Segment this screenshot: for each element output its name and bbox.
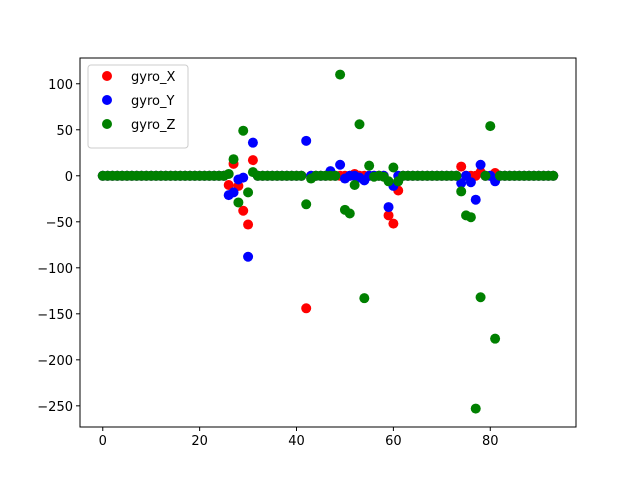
point-gyro_Y	[238, 172, 249, 183]
point-gyro_Z	[344, 208, 355, 219]
point-gyro_Z	[465, 212, 476, 223]
point-gyro_X	[247, 155, 258, 166]
point-gyro_Z	[485, 121, 496, 132]
point-gyro_Z	[228, 154, 239, 165]
y-tick-label: 100	[48, 78, 73, 93]
x-tick-label: 40	[288, 434, 305, 449]
legend-label: gyro_X	[131, 70, 175, 85]
point-gyro_Z	[548, 170, 559, 181]
point-gyro_Z	[475, 292, 486, 303]
x-axis: 0 20 40 60 80	[99, 427, 499, 449]
point-gyro_Z	[223, 168, 234, 179]
legend-marker-gyro_Z	[102, 119, 112, 129]
point-gyro_Z	[243, 187, 254, 198]
y-tick-label: −100	[37, 262, 73, 277]
x-tick-label: 80	[482, 434, 499, 449]
point-gyro_Z	[490, 333, 501, 344]
point-gyro_Z	[354, 119, 365, 130]
point-gyro_Z	[301, 199, 312, 210]
point-gyro_Z	[383, 176, 394, 187]
x-tick-label: 60	[385, 434, 402, 449]
legend: gyro_X gyro_Y gyro_Z	[87, 64, 189, 149]
point-gyro_Z	[451, 170, 462, 181]
y-tick-label: 50	[56, 124, 73, 139]
point-gyro_X	[301, 303, 312, 314]
point-gyro_Z	[364, 160, 375, 171]
legend-marker-gyro_Y	[102, 95, 112, 105]
point-gyro_Z	[470, 403, 481, 414]
point-gyro_Z	[330, 170, 341, 181]
x-tick-label: 0	[99, 434, 107, 449]
legend-label: gyro_Y	[131, 94, 174, 109]
point-gyro_Y	[383, 202, 394, 213]
y-axis: −250 −200 −150 −100 −50 0 50 100	[37, 78, 80, 415]
point-gyro_X	[383, 210, 394, 221]
point-gyro_Y	[228, 187, 239, 198]
point-gyro_Y	[243, 251, 254, 262]
point-gyro_X	[456, 161, 467, 172]
point-gyro_Y	[456, 178, 467, 189]
point-gyro_Y	[465, 177, 476, 188]
point-gyro_Z	[238, 125, 249, 136]
y-tick-label: −200	[37, 354, 73, 369]
point-gyro_Z	[349, 179, 360, 190]
point-gyro_Z	[296, 170, 307, 181]
point-gyro_X	[238, 205, 249, 216]
axes-frame	[79, 57, 577, 428]
point-gyro_X	[388, 218, 399, 229]
y-tick-label: −250	[37, 400, 73, 415]
point-gyro_Y	[475, 159, 486, 170]
data-points	[97, 69, 559, 414]
point-gyro_Y	[470, 194, 481, 205]
legend-label: gyro_Z	[131, 118, 175, 133]
point-gyro_Z	[388, 162, 399, 173]
point-gyro_X	[223, 179, 234, 190]
point-gyro_Z	[335, 69, 346, 80]
point-gyro_Z	[480, 170, 491, 181]
y-tick-label: −150	[37, 308, 73, 323]
x-tick-label: 20	[191, 434, 208, 449]
y-tick-label: 0	[65, 170, 73, 185]
point-gyro_X	[243, 219, 254, 230]
legend-box	[87, 64, 189, 149]
legend-marker-gyro_X	[102, 71, 112, 81]
point-gyro_Z	[233, 197, 244, 208]
point-gyro_Y	[301, 135, 312, 146]
point-gyro_Z	[456, 186, 467, 197]
y-tick-label: −50	[46, 216, 73, 231]
point-gyro_Y	[335, 159, 346, 170]
point-gyro_Y	[247, 137, 258, 148]
point-gyro_Z	[359, 293, 370, 304]
